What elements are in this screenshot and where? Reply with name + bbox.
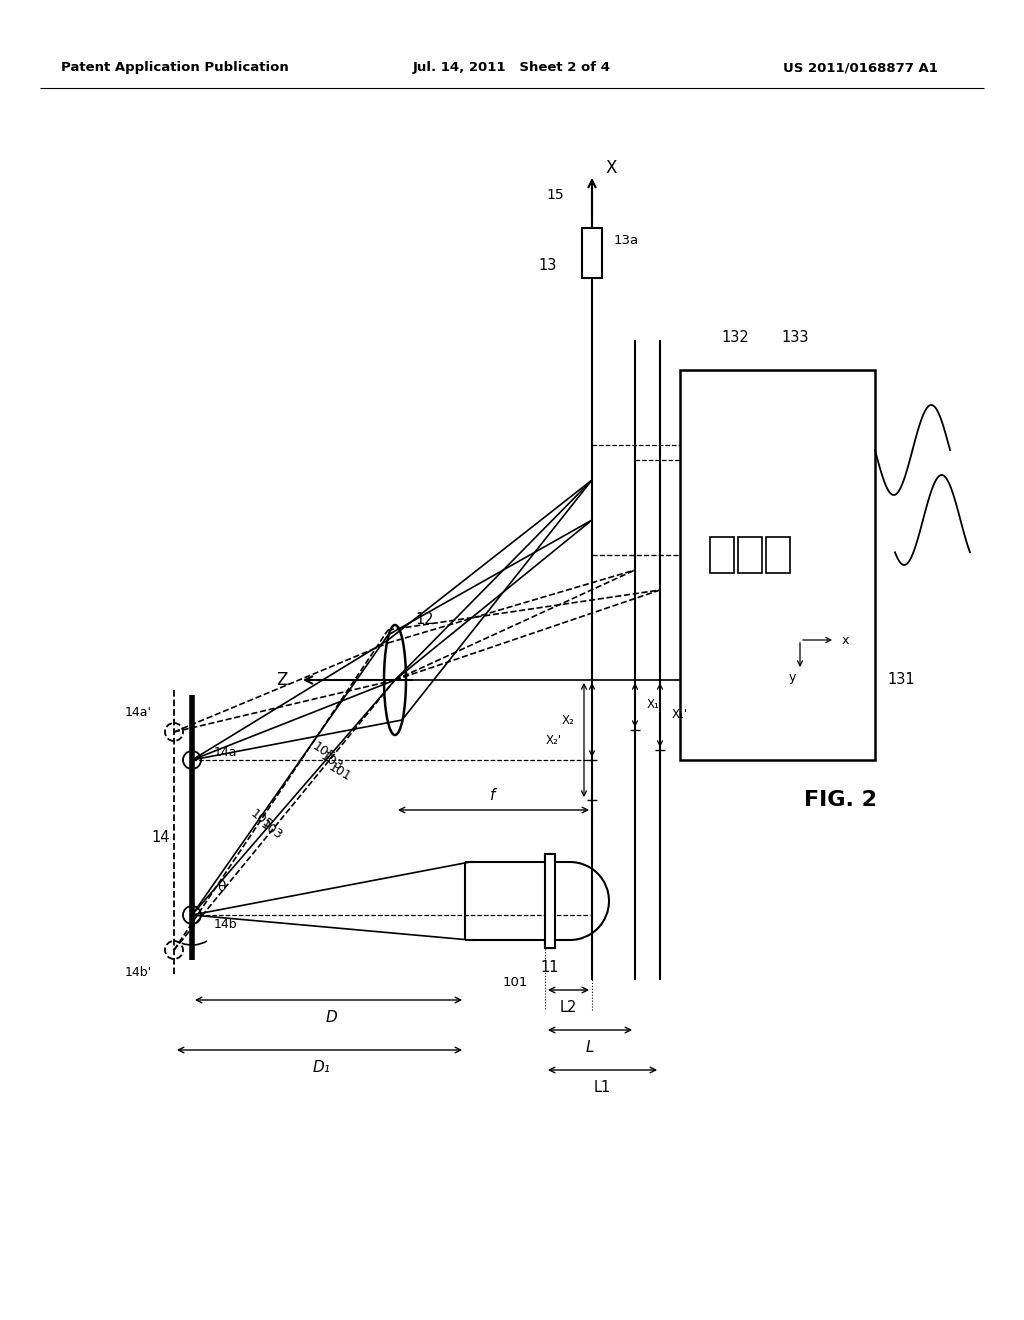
Text: X₁': X₁' [672, 709, 688, 722]
Text: 13: 13 [539, 257, 557, 272]
Text: y: y [788, 672, 796, 685]
Bar [738, 537, 762, 573]
Text: 14a': 14a' [125, 705, 152, 718]
Text: 132: 132 [721, 330, 749, 346]
Text: 133: 133 [781, 330, 809, 346]
Bar [545, 854, 555, 948]
Text: D: D [326, 1011, 337, 1026]
Text: Jul. 14, 2011   Sheet 2 of 4: Jul. 14, 2011 Sheet 2 of 4 [413, 62, 611, 74]
Text: X₁: X₁ [647, 698, 659, 711]
Text: 103: 103 [318, 750, 345, 774]
Text: D₁: D₁ [313, 1060, 331, 1076]
Text: f: f [490, 788, 496, 803]
Text: 15: 15 [547, 187, 564, 202]
Bar [710, 537, 734, 573]
Text: 101: 101 [503, 975, 527, 989]
Text: X₂: X₂ [561, 714, 574, 726]
Text: L: L [586, 1040, 594, 1056]
Bar [680, 370, 874, 760]
Text: Z: Z [276, 671, 288, 689]
Text: 12: 12 [415, 612, 433, 627]
Text: 14b: 14b [214, 919, 238, 932]
Text: 13a: 13a [614, 234, 639, 247]
Text: 11: 11 [541, 961, 559, 975]
Text: 14b': 14b' [125, 965, 152, 978]
Text: 105: 105 [248, 808, 274, 833]
Text: X₂': X₂' [546, 734, 562, 747]
Text: 131: 131 [887, 672, 914, 688]
Text: x: x [842, 634, 849, 647]
Text: 14: 14 [152, 830, 170, 846]
Text: 103: 103 [258, 818, 285, 842]
Text: θ: θ [218, 880, 226, 894]
Text: 101: 101 [326, 760, 353, 784]
Text: 105: 105 [310, 739, 337, 764]
Text: FIG. 2: FIG. 2 [804, 789, 877, 810]
Text: 14a: 14a [214, 746, 238, 759]
Text: L2: L2 [559, 1001, 577, 1015]
Text: US 2011/0168877 A1: US 2011/0168877 A1 [782, 62, 937, 74]
Text: L1: L1 [593, 1081, 610, 1096]
Bar [766, 537, 790, 573]
Text: Patent Application Publication: Patent Application Publication [61, 62, 289, 74]
Bar [582, 228, 602, 279]
Text: X: X [606, 158, 617, 177]
